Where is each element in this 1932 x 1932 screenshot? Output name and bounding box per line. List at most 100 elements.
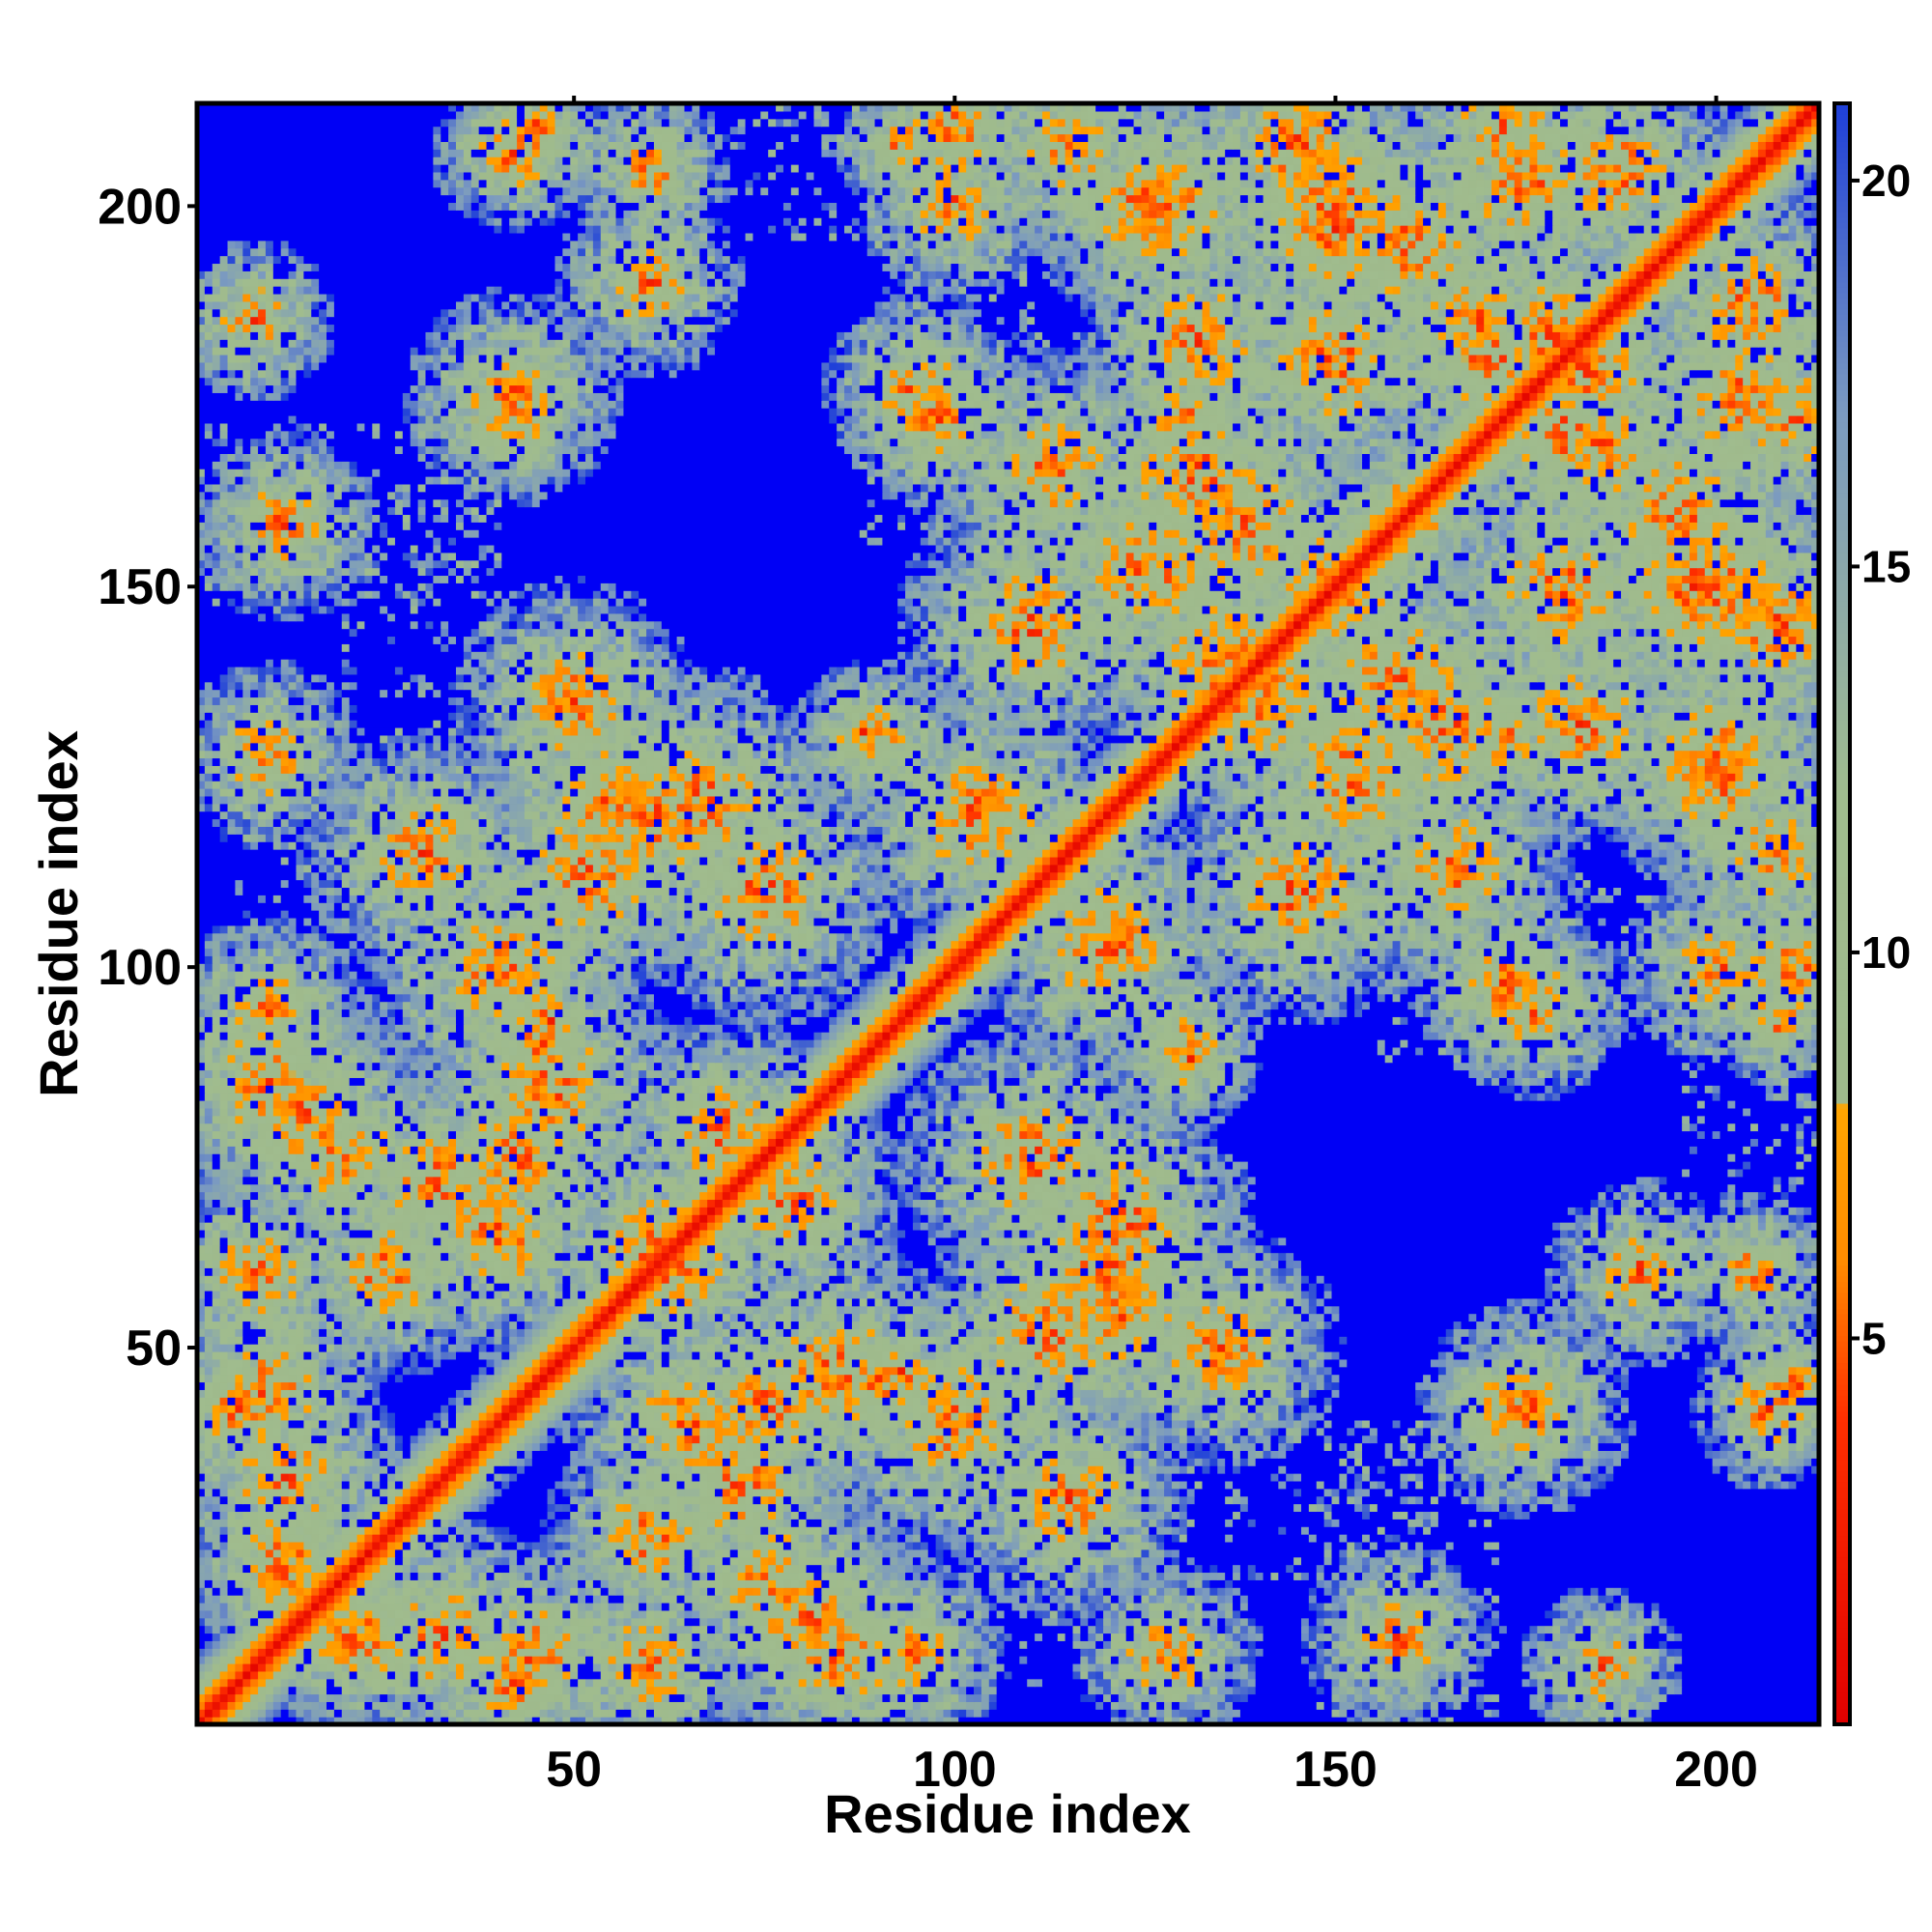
heatmap-cell xyxy=(1552,1701,1560,1709)
heatmap-cell xyxy=(1393,1709,1401,1717)
heatmap-cell xyxy=(494,1693,501,1701)
heatmap-cell xyxy=(882,1701,890,1709)
heatmap-cell xyxy=(807,1687,814,1694)
heatmap-cell xyxy=(1126,1701,1134,1709)
heatmap-cell xyxy=(1119,1687,1126,1694)
heatmap-cell xyxy=(372,1687,380,1694)
heatmap-cell xyxy=(1454,1693,1462,1701)
heatmap-cell xyxy=(213,1701,220,1709)
heatmap-cell xyxy=(387,1701,395,1709)
heatmap-cell xyxy=(1203,1693,1210,1701)
heatmap-cell xyxy=(654,1687,662,1694)
heatmap-cell xyxy=(1591,1693,1599,1701)
heatmap-cell xyxy=(921,1701,928,1709)
heatmap-cell xyxy=(1103,1693,1111,1701)
heatmap-cell xyxy=(699,1709,707,1717)
heatmap-cells xyxy=(197,103,1820,1725)
heatmap-cell xyxy=(1179,1687,1187,1694)
heatmap-cell xyxy=(471,1701,479,1709)
heatmap-cell xyxy=(1156,1701,1164,1709)
heatmap-cell xyxy=(319,1701,327,1709)
heatmap-cell xyxy=(1484,1709,1492,1717)
heatmap-cell xyxy=(548,1687,563,1694)
heatmap-cell xyxy=(1537,1709,1545,1717)
heatmap-cell xyxy=(213,1709,220,1717)
heatmap-cell xyxy=(829,1701,837,1709)
heatmap-cell xyxy=(753,1701,768,1709)
heatmap-cell xyxy=(905,1679,913,1687)
heatmap-cell xyxy=(1576,1701,1583,1709)
heatmap-cell xyxy=(235,1687,242,1694)
heatmap-cell xyxy=(570,1701,578,1709)
heatmap-cell xyxy=(981,1701,989,1709)
heatmap-cell xyxy=(525,1709,540,1717)
heatmap-cell xyxy=(258,1709,266,1717)
heatmap-cell xyxy=(723,1701,730,1709)
heatmap-cell xyxy=(1111,1687,1119,1694)
heatmap-cell xyxy=(1141,1709,1149,1717)
heatmap-cell xyxy=(1385,1687,1393,1694)
heatmap-cell xyxy=(1217,1709,1225,1717)
heatmap-cell xyxy=(1385,1693,1393,1701)
heatmap-cell xyxy=(1446,1693,1454,1701)
heatmap-cell xyxy=(669,1687,677,1694)
heatmap-cell xyxy=(350,1687,357,1694)
heatmap-cell xyxy=(730,1693,738,1701)
heatmap-cell xyxy=(837,1679,844,1687)
heatmap-cell xyxy=(1126,1693,1134,1701)
heatmap-cell xyxy=(1598,1687,1605,1694)
heatmap-cell xyxy=(1407,1693,1415,1701)
heatmap-cell xyxy=(813,1679,821,1687)
heatmap-cell xyxy=(1400,1701,1407,1709)
heatmap-cell xyxy=(1119,1693,1126,1701)
heatmap-cell xyxy=(1172,1687,1179,1694)
heatmap-cell xyxy=(1187,1693,1195,1701)
heatmap-cell xyxy=(1195,1687,1203,1694)
heatmap-cell xyxy=(1332,1687,1340,1694)
heatmap-cell xyxy=(1621,1701,1629,1709)
heatmap-cell xyxy=(1438,1693,1446,1701)
heatmap-cell xyxy=(1332,1701,1340,1709)
heatmap-cell xyxy=(1187,1701,1195,1709)
heatmap-cell xyxy=(684,1687,692,1694)
heatmap-cell xyxy=(525,1679,532,1687)
heatmap-cell xyxy=(205,1693,213,1701)
heatmap-cell xyxy=(1462,1687,1469,1694)
heatmap-cell xyxy=(821,1693,837,1701)
heatmap-cell xyxy=(1613,1693,1621,1701)
heatmap-cell xyxy=(327,1701,334,1709)
heatmap-cell xyxy=(242,1679,250,1687)
heatmap-cell xyxy=(1149,1709,1156,1717)
heatmap-cell xyxy=(890,1709,905,1717)
heatmap-cell xyxy=(1598,1709,1605,1717)
heatmap-cell xyxy=(213,1687,220,1694)
heatmap-cell xyxy=(570,1693,578,1701)
heatmap-cell xyxy=(1644,1709,1652,1717)
heatmap-cell xyxy=(1378,1693,1385,1701)
heatmap-cell xyxy=(585,1679,593,1687)
heatmap-cell xyxy=(890,1701,897,1709)
heatmap-cell xyxy=(882,1693,890,1701)
heatmap-cell xyxy=(464,1701,471,1709)
heatmap-cell xyxy=(813,1701,821,1709)
heatmap-cell xyxy=(250,1709,258,1717)
heatmap-cell xyxy=(623,1687,639,1694)
heatmap-cell xyxy=(235,1679,242,1687)
heatmap-cell xyxy=(623,1693,631,1701)
heatmap-cell xyxy=(380,1687,387,1694)
heatmap-cell xyxy=(684,1693,692,1701)
heatmap-cell xyxy=(1119,1701,1126,1709)
heatmap-cell xyxy=(403,1693,411,1701)
heatmap-cell xyxy=(1141,1687,1149,1694)
heatmap-cell xyxy=(228,1679,236,1687)
heatmap-cell xyxy=(1332,1709,1340,1717)
heatmap-cell xyxy=(464,1679,471,1687)
heatmap-cell xyxy=(951,1679,958,1687)
heatmap-cell xyxy=(1393,1701,1401,1709)
heatmap-cell xyxy=(562,1679,570,1687)
heatmap-cell xyxy=(684,1709,692,1717)
heatmap-cell xyxy=(730,1709,738,1717)
heatmap-cell xyxy=(433,1687,440,1694)
heatmap-cell xyxy=(220,1709,228,1717)
heatmap-cell xyxy=(799,1709,807,1717)
